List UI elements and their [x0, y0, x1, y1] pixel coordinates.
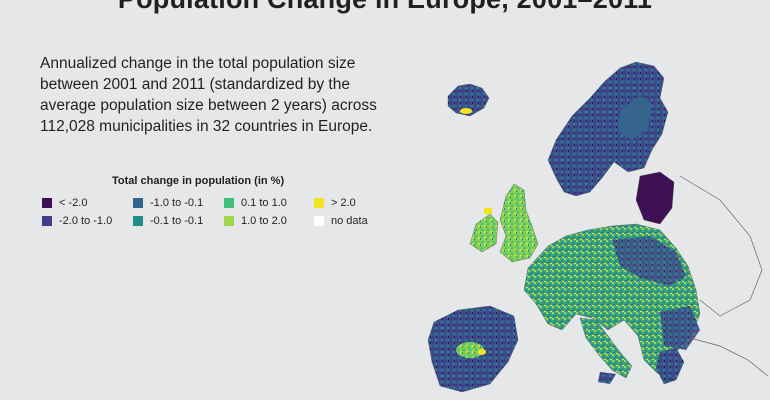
legend-item-gt-2: > 2.0	[314, 197, 356, 209]
legend-swatch	[42, 216, 52, 226]
great-britain-region	[499, 183, 539, 263]
baltic-region	[635, 171, 675, 225]
legend-swatch	[133, 198, 143, 208]
legend-swatch	[314, 216, 324, 226]
legend-item-minus-2-to-minus-1: -2.0 to -1.0	[42, 215, 112, 227]
legend-swatch	[133, 216, 143, 226]
legend-label: 0.1 to 1.0	[241, 197, 287, 209]
legend-label: -2.0 to -1.0	[59, 215, 113, 227]
legend-title: Total change in population (in %)	[112, 175, 285, 187]
italy-region	[579, 317, 633, 379]
map-title: Population Change in Europe, 2001–2011	[0, 0, 770, 15]
map-description: Annualized change in the total populatio…	[40, 55, 377, 135]
legend-swatch	[224, 198, 234, 208]
legend-swatch	[314, 198, 324, 208]
iceland-region	[447, 83, 490, 117]
legend-item-no-data: no data	[314, 215, 368, 227]
legend-label: -1.0 to -0.1	[150, 197, 204, 209]
legend-item-0-1-to-1: 0.1 to 1.0	[224, 197, 287, 209]
legend-item-minus-1-to-minus-0-1: -1.0 to -0.1	[133, 197, 203, 209]
legend-label: 1.0 to 2.0	[241, 215, 287, 227]
legend-item-minus-0-1-to-0-1: -0.1 to -0.1	[133, 215, 203, 227]
europe-map	[400, 40, 770, 400]
legend-swatch	[224, 216, 234, 226]
legend-item-lt-minus-2: < -2.0	[42, 197, 87, 209]
scandinavia-region	[547, 61, 669, 197]
legend-label: -0.1 to -0.1	[150, 215, 204, 227]
legend-swatch	[42, 198, 52, 208]
greece-region	[655, 347, 685, 385]
ireland-region	[469, 213, 499, 253]
legend-label: no data	[331, 215, 368, 227]
legend-item-1-to-2: 1.0 to 2.0	[224, 215, 287, 227]
legend-label: > 2.0	[331, 197, 356, 209]
legend-label: < -2.0	[59, 197, 88, 209]
